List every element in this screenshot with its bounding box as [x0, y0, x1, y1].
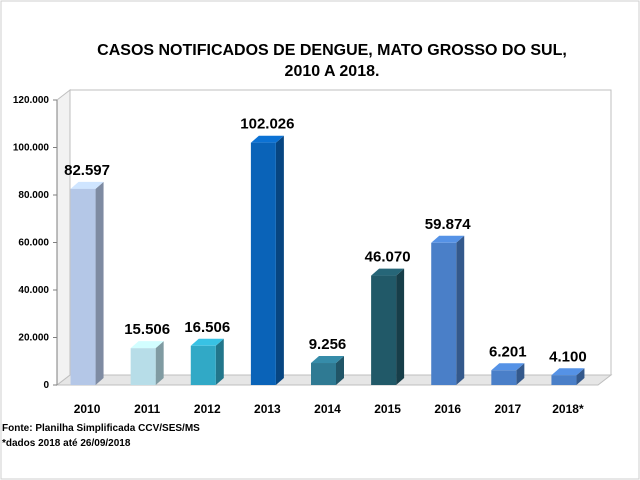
y-tick-label: 80.000 [18, 190, 49, 201]
y-tick-label: 20.000 [18, 333, 49, 344]
bar-top [130, 341, 164, 349]
bars: 82.597 15.506 16.506 102.026 9.256 46.070 59.8… [64, 116, 587, 385]
y-tick-label: 100.000 [13, 143, 50, 154]
bar-2011 [130, 341, 164, 385]
bar-side [275, 135, 284, 385]
bar-side [576, 368, 585, 385]
bar-2015 [371, 268, 405, 385]
chart-title-line-2: 2010 A 2018. [285, 63, 380, 80]
data-label: 4.100 [549, 348, 587, 365]
bar-2012 [190, 338, 224, 385]
bar-top [311, 356, 344, 364]
data-label: 102.026 [240, 116, 294, 133]
bar-front [551, 375, 577, 385]
data-label: 46.070 [365, 249, 411, 266]
bar-top [70, 181, 104, 189]
bar-top [551, 368, 585, 376]
y-tick-label: 40.000 [18, 285, 49, 296]
x-tick-label: 2013 [254, 402, 281, 416]
x-tick-label: 2012 [194, 402, 221, 416]
y-tick-label: 0 [43, 380, 49, 391]
bar-side [456, 235, 465, 385]
bar-side [516, 363, 525, 385]
data-label: 59.874 [425, 216, 472, 233]
bar-front [250, 142, 276, 385]
bar-front [491, 370, 517, 385]
data-label: 9.256 [309, 336, 347, 353]
bar-front [311, 363, 336, 385]
x-tick-label: 2010 [74, 402, 101, 416]
x-tick-label: 2015 [374, 402, 401, 416]
x-tick-label: 2018* [552, 402, 584, 416]
bar-side [95, 181, 104, 385]
bar-side [215, 338, 224, 385]
bar-front [371, 275, 397, 385]
x-tick-label: 2011 [134, 402, 160, 416]
x-axis: 2010 2011 2012 2013 2014 2015 2016 2017 2018* [74, 402, 584, 416]
bar-top [190, 338, 224, 346]
x-tick-label: 2017 [494, 402, 521, 416]
bar-top [491, 363, 525, 371]
bar-top [371, 268, 405, 276]
bar-top [250, 135, 284, 143]
source-footnote: Fonte: Planilha Simplificada CCV/SES/MS [2, 423, 200, 434]
bar-2013 [250, 135, 284, 385]
side-wall [56, 88, 71, 387]
bar-side [396, 268, 405, 385]
x-tick-label: 2014 [314, 402, 341, 416]
bar-2017 [491, 363, 525, 385]
bar-2014 [311, 356, 344, 385]
data-label: 15.506 [124, 321, 170, 338]
plot-walls [55, 88, 613, 387]
bar-front [70, 188, 96, 385]
bar-side [336, 356, 344, 385]
x-tick-label: 2016 [434, 402, 461, 416]
y-axis: 0 20.000 40.000 60.000 80.000 100.000 120.000 [13, 95, 58, 391]
data-label: 82.597 [64, 162, 110, 179]
bar-top [431, 235, 465, 243]
chart-title-line-1: CASOS NOTIFICADOS DE DENGUE, MATO GROSSO… [97, 42, 567, 59]
data-label: 16.506 [184, 319, 230, 336]
y-tick-label: 60.000 [18, 238, 49, 249]
bar-front [431, 242, 457, 385]
y-tick-label: 120.000 [13, 95, 50, 106]
bar-2018* [551, 368, 585, 385]
bar-front [130, 348, 156, 385]
bar-front [190, 345, 216, 385]
bar-2010 [70, 181, 104, 385]
bar-2016 [431, 235, 465, 385]
bar-side [155, 341, 164, 385]
date-footnote: *dados 2018 até 26/09/2018 [2, 438, 131, 449]
data-label: 6.201 [489, 343, 527, 360]
